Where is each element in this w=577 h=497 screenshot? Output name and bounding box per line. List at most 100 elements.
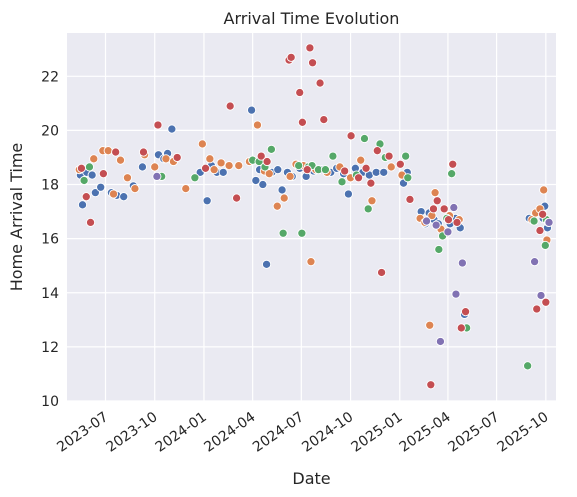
data-point xyxy=(167,124,177,134)
data-point xyxy=(295,87,305,98)
y-tick-label: 12 xyxy=(41,340,59,356)
data-point xyxy=(346,131,356,141)
data-point xyxy=(137,162,147,172)
data-point xyxy=(530,257,540,267)
data-point xyxy=(315,78,325,88)
data-point xyxy=(161,154,171,164)
data-point xyxy=(541,297,551,307)
data-point xyxy=(84,162,95,172)
data-point xyxy=(205,154,215,164)
data-point xyxy=(201,163,211,173)
data-point xyxy=(343,189,353,199)
data-point xyxy=(443,227,453,237)
data-point xyxy=(337,177,347,187)
data-point xyxy=(285,171,295,181)
y-tick-label: 20 xyxy=(41,123,59,139)
chart-title: Arrival Time Evolution xyxy=(224,9,400,28)
data-point xyxy=(320,165,330,175)
data-point xyxy=(367,196,377,206)
data-point xyxy=(225,101,235,111)
data-point xyxy=(461,307,471,317)
data-point xyxy=(452,217,462,227)
data-point xyxy=(457,258,467,268)
data-point xyxy=(359,133,370,144)
data-point xyxy=(81,192,91,202)
data-point xyxy=(540,240,550,250)
data-point xyxy=(384,151,394,161)
data-point xyxy=(153,120,163,130)
data-point xyxy=(262,156,272,167)
data-point xyxy=(431,220,441,230)
data-point xyxy=(372,146,382,156)
y-tick-label: 22 xyxy=(41,69,59,85)
data-point xyxy=(426,380,436,390)
data-point xyxy=(190,173,200,183)
data-point xyxy=(232,193,242,203)
data-point xyxy=(421,216,432,226)
data-point xyxy=(435,336,445,347)
y-tick-label: 16 xyxy=(41,232,59,248)
data-point xyxy=(297,228,307,238)
data-point xyxy=(98,169,108,179)
y-axis-label: Home Arrival Time xyxy=(7,143,26,292)
data-point xyxy=(448,159,458,169)
data-point xyxy=(115,155,126,165)
data-point xyxy=(197,139,207,149)
data-point xyxy=(172,152,182,163)
data-point xyxy=(379,167,389,177)
data-point xyxy=(277,185,287,195)
data-point xyxy=(430,188,440,198)
data-points xyxy=(74,43,554,390)
data-point xyxy=(152,171,162,181)
data-point xyxy=(434,244,444,255)
data-point xyxy=(108,189,119,199)
data-point xyxy=(456,323,466,333)
data-point xyxy=(386,162,396,172)
data-point xyxy=(354,173,364,183)
data-point xyxy=(202,196,212,206)
data-point xyxy=(447,169,457,179)
data-point xyxy=(87,170,97,180)
data-point xyxy=(234,161,244,171)
data-point xyxy=(428,204,439,214)
data-point xyxy=(538,209,548,219)
x-axis-label: Date xyxy=(292,469,330,488)
data-point xyxy=(279,193,289,203)
data-point xyxy=(361,163,371,173)
data-point xyxy=(425,320,435,330)
data-point xyxy=(181,184,191,194)
data-point xyxy=(85,217,96,227)
data-point xyxy=(266,144,276,154)
data-point xyxy=(529,216,539,226)
data-point xyxy=(90,188,100,198)
data-point xyxy=(539,185,549,195)
data-point xyxy=(403,173,413,183)
data-point xyxy=(449,202,459,213)
data-point xyxy=(297,117,307,127)
data-point xyxy=(340,166,350,176)
data-point xyxy=(264,169,274,179)
data-point xyxy=(273,165,283,175)
data-point xyxy=(319,115,329,125)
data-point xyxy=(252,120,263,130)
data-point xyxy=(363,204,373,214)
data-point xyxy=(328,151,338,161)
data-point xyxy=(356,155,366,165)
y-tick-label: 14 xyxy=(41,286,59,302)
data-point xyxy=(544,217,554,227)
data-point xyxy=(306,257,316,267)
data-point xyxy=(308,58,318,68)
data-point xyxy=(247,105,257,115)
data-point xyxy=(77,200,88,210)
data-point xyxy=(103,146,113,156)
data-point xyxy=(251,175,261,186)
data-point xyxy=(216,158,226,168)
data-point xyxy=(209,165,219,175)
data-point xyxy=(272,201,282,211)
data-point xyxy=(536,290,546,301)
data-point xyxy=(294,161,304,171)
y-axis-ticks: 10 12 14 16 18 20 22 xyxy=(41,69,59,410)
data-point xyxy=(96,182,106,192)
data-point xyxy=(79,175,89,186)
